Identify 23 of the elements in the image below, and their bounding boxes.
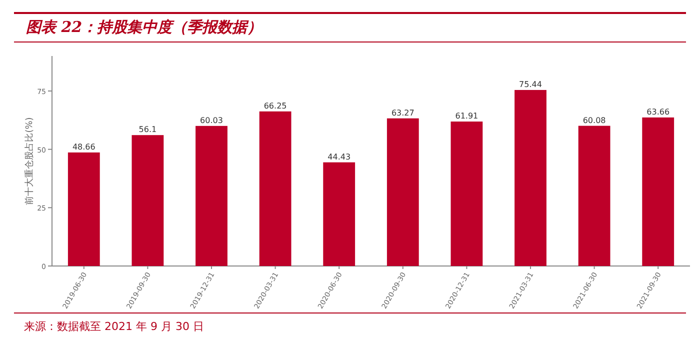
data-label: 63.27 (391, 108, 414, 118)
bar (323, 162, 356, 266)
chart-title: 图表 22：持股集中度（季报数据） (26, 18, 262, 36)
bar (450, 122, 483, 266)
data-label: 60.03 (200, 116, 223, 125)
bar (196, 126, 228, 266)
bar (578, 126, 610, 266)
source-note: 来源：数据截至 2021 年 9 月 30 日 (24, 320, 204, 333)
data-label: 63.66 (646, 107, 670, 116)
bar (642, 117, 674, 266)
bar (68, 152, 100, 266)
bar (132, 135, 164, 266)
data-label: 44.43 (328, 152, 351, 162)
data-label: 48.66 (72, 142, 96, 152)
data-label: 60.08 (582, 116, 606, 125)
bar (259, 111, 292, 266)
y-axis-title: 前十大重仓股占比(%) (24, 117, 35, 205)
bar (514, 90, 546, 266)
data-label: 61.91 (455, 112, 478, 121)
data-label: 66.25 (264, 101, 287, 110)
bar (386, 118, 419, 266)
data-label: 75.44 (519, 80, 542, 89)
data-label: 56.1 (138, 125, 157, 134)
